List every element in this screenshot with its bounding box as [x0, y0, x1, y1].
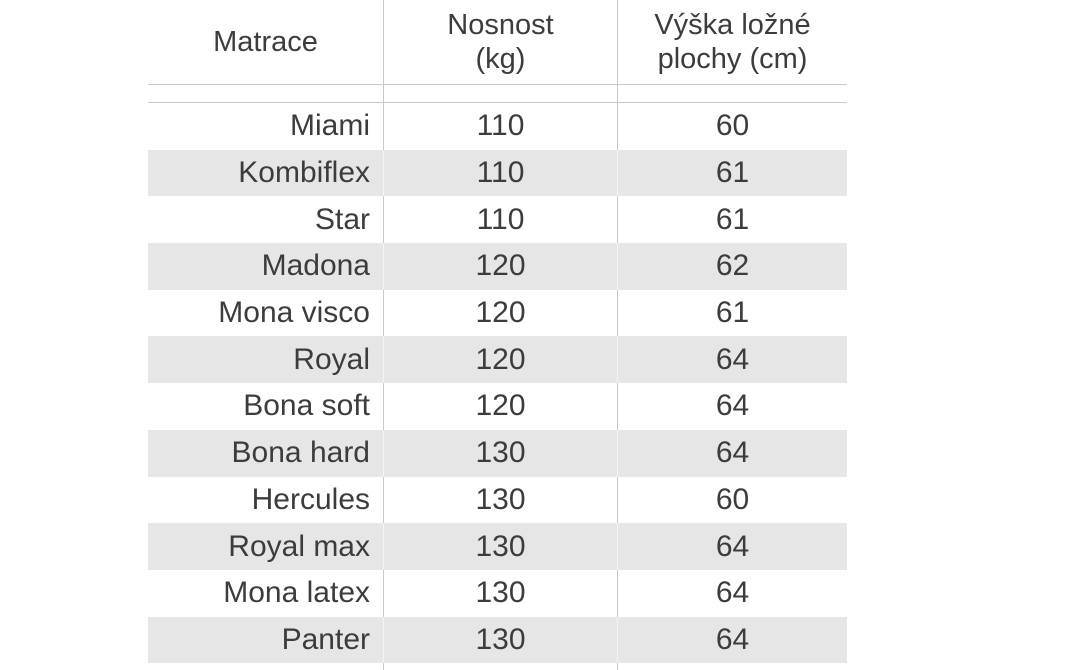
spacer-cell	[148, 85, 383, 102]
cell-mattress-name: Mona visco	[218, 296, 370, 330]
cell-load-capacity: 130	[383, 476, 617, 524]
cell-mattress-name: Hercules	[251, 482, 370, 516]
column-header-load-capacity-line2: (kg)	[475, 43, 526, 75]
cell-mattress-name: Royal	[293, 342, 370, 376]
cell-load-capacity: 120	[383, 289, 617, 337]
table-row: Hercules 130 60	[148, 476, 847, 524]
cell-load-capacity: 120	[383, 383, 617, 430]
header-spacer-row	[148, 85, 847, 103]
spacer-cell	[617, 663, 847, 670]
cell-load-capacity: 110	[383, 149, 617, 197]
cell-bed-height: 62	[617, 243, 847, 290]
cell-load-capacity: 120	[383, 243, 617, 290]
table-row: Mona visco 120 61	[148, 289, 847, 337]
spacer-cell	[383, 663, 617, 670]
table-row: Royal 120 64	[148, 336, 847, 384]
spacer-cell	[148, 663, 383, 670]
table-row: Madona 120 62	[148, 243, 847, 290]
column-header-mattress-label: Matrace	[213, 26, 318, 58]
cell-mattress-name: Mona latex	[223, 576, 370, 610]
cell-bed-height: 64	[617, 569, 847, 617]
partial-clipped-row	[148, 663, 847, 670]
table-row: Mona latex 130 64	[148, 569, 847, 617]
spacer-cell	[617, 85, 847, 102]
table-row: Miami 110 60	[148, 103, 847, 150]
cell-mattress-name: Royal max	[228, 529, 370, 563]
spacer-cell	[383, 85, 617, 102]
cell-mattress-name: Star	[314, 202, 370, 236]
table-row: Panter 130 64	[148, 616, 847, 664]
cell-bed-height: 60	[617, 476, 847, 524]
mattress-spec-table: Matrace Nosnost (kg) Výška ložné plochy …	[148, 0, 847, 670]
cell-bed-height: 64	[617, 616, 847, 664]
column-header-bed-height-line1: Výška ložné	[654, 9, 811, 41]
table-row: Bona soft 120 64	[148, 383, 847, 430]
cell-bed-height: 61	[617, 196, 847, 244]
column-header-bed-height: Výška ložné plochy (cm)	[617, 0, 847, 84]
cell-mattress-name: Madona	[261, 249, 370, 283]
cell-bed-height: 60	[617, 103, 847, 150]
column-header-mattress: Matrace	[148, 0, 383, 84]
column-header-bed-height-line2: plochy (cm)	[657, 43, 808, 75]
cell-load-capacity: 110	[383, 196, 617, 244]
column-header-load-capacity: Nosnost (kg)	[383, 0, 617, 84]
cell-mattress-name: Panter	[281, 622, 370, 656]
cell-bed-height: 64	[617, 429, 847, 477]
table-row: Star 110 61	[148, 196, 847, 244]
table-row: Bona hard 130 64	[148, 429, 847, 477]
cell-bed-height: 64	[617, 383, 847, 430]
cell-bed-height: 64	[617, 336, 847, 384]
cell-mattress-name: Bona soft	[243, 389, 370, 423]
table-row: Kombiflex 110 61	[148, 149, 847, 197]
cell-mattress-name: Bona hard	[231, 436, 370, 470]
cell-load-capacity: 130	[383, 523, 617, 570]
cell-load-capacity: 110	[383, 103, 617, 150]
cell-load-capacity: 130	[383, 616, 617, 664]
table-header-row: Matrace Nosnost (kg) Výška ložné plochy …	[148, 0, 847, 85]
column-header-load-capacity-line1: Nosnost	[447, 9, 554, 41]
cell-bed-height: 61	[617, 149, 847, 197]
cell-load-capacity: 120	[383, 336, 617, 384]
cell-bed-height: 64	[617, 523, 847, 570]
table-row: Royal max 130 64	[148, 523, 847, 570]
cell-load-capacity: 130	[383, 569, 617, 617]
cell-mattress-name: Kombiflex	[238, 156, 370, 190]
cell-mattress-name: Miami	[290, 109, 370, 143]
cell-bed-height: 61	[617, 289, 847, 337]
cell-load-capacity: 130	[383, 429, 617, 477]
